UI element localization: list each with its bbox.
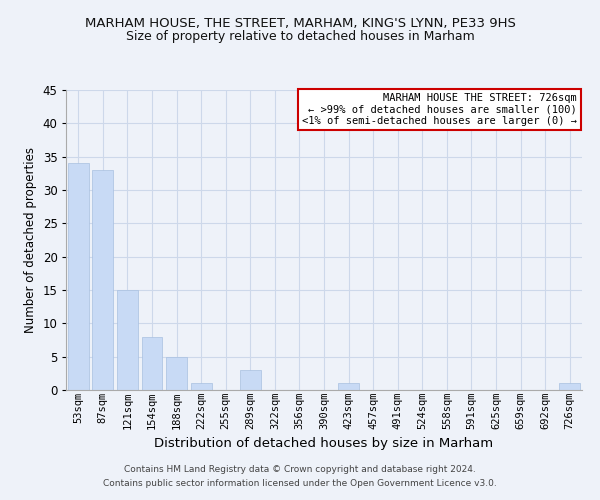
Text: MARHAM HOUSE, THE STREET, MARHAM, KING'S LYNN, PE33 9HS: MARHAM HOUSE, THE STREET, MARHAM, KING'S… [85, 18, 515, 30]
Text: Contains HM Land Registry data © Crown copyright and database right 2024.
Contai: Contains HM Land Registry data © Crown c… [103, 466, 497, 487]
Bar [142, 336, 163, 390]
X-axis label: Distribution of detached houses by size in Marham: Distribution of detached houses by size … [154, 437, 494, 450]
Bar [191, 384, 212, 390]
Bar [117, 290, 138, 390]
Bar [338, 384, 359, 390]
Bar [166, 356, 187, 390]
Bar [68, 164, 89, 390]
Y-axis label: Number of detached properties: Number of detached properties [24, 147, 37, 333]
Bar [240, 370, 261, 390]
Text: Size of property relative to detached houses in Marham: Size of property relative to detached ho… [125, 30, 475, 43]
Bar [92, 170, 113, 390]
Text: MARHAM HOUSE THE STREET: 726sqm
← >99% of detached houses are smaller (100)
<1% : MARHAM HOUSE THE STREET: 726sqm ← >99% o… [302, 93, 577, 126]
Bar [559, 384, 580, 390]
